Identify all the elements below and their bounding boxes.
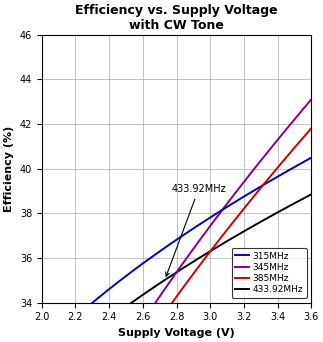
433.92MHz	[303, 196, 307, 200]
X-axis label: Supply Voltage (V): Supply Voltage (V)	[118, 328, 235, 338]
385MHz	[186, 279, 190, 284]
Line: 385MHz: 385MHz	[42, 128, 311, 342]
433.92MHz	[309, 192, 313, 196]
Text: 385MHz: 385MHz	[0, 341, 1, 342]
Legend: 315MHz, 345MHz, 385MHz, 433.92MHz: 315MHz, 345MHz, 385MHz, 433.92MHz	[232, 248, 307, 298]
Line: 345MHz: 345MHz	[42, 100, 311, 342]
385MHz	[200, 260, 204, 264]
345MHz	[303, 105, 307, 109]
433.92MHz	[168, 275, 172, 279]
345MHz	[261, 156, 265, 160]
Line: 315MHz: 315MHz	[42, 158, 311, 342]
Text: 345MHz: 345MHz	[0, 341, 1, 342]
Text: 433.92MHz: 433.92MHz	[166, 184, 226, 276]
385MHz	[261, 184, 265, 188]
345MHz	[200, 235, 204, 239]
385MHz	[168, 304, 172, 308]
385MHz	[170, 302, 173, 306]
315MHz	[303, 159, 307, 163]
433.92MHz	[186, 263, 190, 267]
Line: 433.92MHz: 433.92MHz	[42, 194, 311, 342]
433.92MHz	[261, 219, 265, 223]
345MHz	[170, 277, 173, 281]
385MHz	[309, 126, 313, 130]
315MHz	[309, 156, 313, 160]
345MHz	[168, 280, 172, 284]
315MHz	[170, 241, 173, 245]
433.92MHz	[200, 254, 204, 258]
Text: 315MHz: 315MHz	[0, 341, 1, 342]
315MHz	[168, 242, 172, 246]
315MHz	[186, 230, 190, 234]
315MHz	[261, 183, 265, 187]
345MHz	[186, 255, 190, 259]
Y-axis label: Efficiency (%): Efficiency (%)	[4, 126, 14, 212]
385MHz	[303, 134, 307, 138]
Title: Efficiency vs. Supply Voltage
with CW Tone: Efficiency vs. Supply Voltage with CW To…	[75, 4, 278, 32]
433.92MHz	[170, 274, 173, 278]
345MHz	[309, 97, 313, 102]
315MHz	[200, 221, 204, 225]
